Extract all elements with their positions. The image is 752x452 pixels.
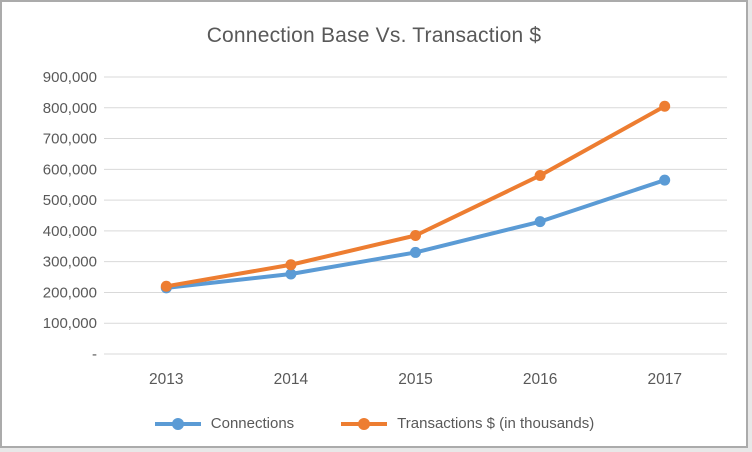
data-point-marker: [160, 280, 172, 292]
x-axis-tick-label: 2017: [647, 371, 681, 388]
y-axis-tick-label: 300,000: [43, 254, 97, 271]
connections-legend-marker-icon: [154, 417, 201, 430]
y-axis-tick-label: 800,000: [43, 100, 97, 117]
y-axis-tick-label: 900,000: [43, 69, 97, 86]
y-axis-tick-label: 700,000: [43, 131, 97, 148]
data-point-marker: [534, 169, 546, 181]
plot-area: - 100,000 200,000 300,000 400,000 500,000 600,…: [43, 69, 727, 388]
series-line-1: [164, 104, 667, 289]
data-point-marker: [410, 246, 421, 258]
x-axis-tick-label: 2013: [149, 371, 183, 388]
transactions-legend-marker-icon: [341, 417, 388, 430]
x-axis-tick-label: 2014: [274, 371, 309, 388]
legend-item-connections: Connections: [154, 415, 294, 432]
chart-title: Connection Base Vs. Transaction $: [206, 24, 542, 47]
legend: Connections Transactions $ (in thousands…: [2, 415, 746, 432]
data-point-marker: [659, 100, 671, 112]
y-axis-tick-label: 600,000: [43, 161, 97, 178]
y-axis-tick-label: -: [92, 346, 97, 363]
y-axis-tick-label: 200,000: [43, 284, 97, 301]
legend-label-transactions: Transactions $ (in thousands): [397, 415, 595, 432]
data-point-marker: [285, 268, 297, 280]
y-axis-tick-label: 100,000: [43, 315, 97, 332]
legend-label-connections: Connections: [210, 415, 295, 432]
data-point-marker: [410, 230, 421, 242]
x-axis-tick-label: 2016: [523, 371, 557, 388]
legend-item-transactions: Transactions $ (in thousands): [340, 415, 594, 432]
data-point-marker: [534, 216, 546, 228]
y-axis-tick-label: 500,000: [43, 192, 97, 209]
x-axis-tick-label: 2015: [398, 371, 432, 388]
data-point-marker: [659, 174, 671, 186]
data-point-marker: [285, 259, 297, 271]
y-axis-tick-label: 400,000: [43, 223, 97, 240]
